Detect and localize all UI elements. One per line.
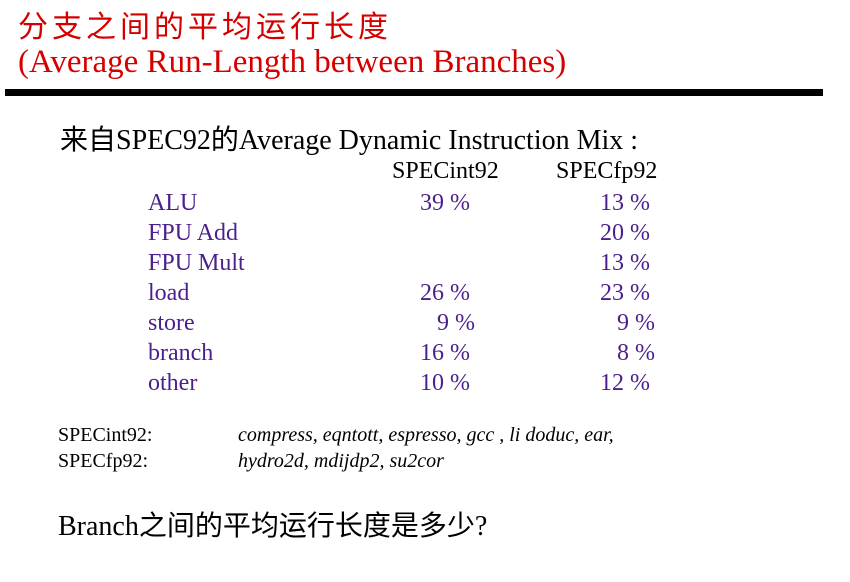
table-row: FPU Mult 13 % <box>0 250 850 280</box>
specint92-value: 39 % <box>420 190 470 216</box>
benchmark-name: SPECfp92: <box>58 450 149 472</box>
benchmark-programs: hydro2d, mdijdp2, su2cor <box>238 450 444 472</box>
specfp92-value: 20 % <box>600 220 650 246</box>
specfp92-value: 23 % <box>600 280 650 306</box>
benchmark-programs: compress, eqntott, espresso, gcc , li do… <box>238 424 614 446</box>
row-label: ALU <box>148 190 198 216</box>
benchmark-name: SPECint92: <box>58 424 153 446</box>
specfp92-value: 8 % <box>617 340 655 366</box>
row-label: branch <box>148 340 214 366</box>
table-row: other 10 % 12 % <box>0 370 850 400</box>
specfp92-value: 12 % <box>600 370 650 396</box>
slide-question: Branch之间的平均运行长度是多少? <box>58 511 488 542</box>
table-row: FPU Add 20 % <box>0 220 850 250</box>
slide-subtitle: 来自SPEC92的Average Dynamic Instruction Mix… <box>60 125 639 156</box>
row-label: FPU Add <box>148 220 239 246</box>
specfp92-value: 13 % <box>600 250 650 276</box>
column-header-specint92: SPECint92 <box>392 158 499 184</box>
slide-title-chinese: 分支之间的平均运行长度 <box>18 11 392 44</box>
table-row: ALU 39 % 13 % <box>0 190 850 220</box>
specfp92-value: 13 % <box>600 190 650 216</box>
row-label: store <box>148 310 195 336</box>
table-row: load 26 % 23 % <box>0 280 850 310</box>
title-divider <box>5 89 823 96</box>
row-label: FPU Mult <box>148 250 245 276</box>
specfp92-value: 9 % <box>617 310 655 336</box>
row-label: other <box>148 370 198 396</box>
specint92-value: 10 % <box>420 370 470 396</box>
specint92-value: 9 % <box>437 310 475 336</box>
specint92-value: 16 % <box>420 340 470 366</box>
specint92-value: 26 % <box>420 280 470 306</box>
slide-title-english: (Average Run-Length between Branches) <box>18 44 567 80</box>
column-header-specfp92: SPECfp92 <box>556 158 658 184</box>
row-label: load <box>148 280 190 306</box>
table-row: branch 16 % 8 % <box>0 340 850 370</box>
table-row: store 9 % 9 % <box>0 310 850 340</box>
